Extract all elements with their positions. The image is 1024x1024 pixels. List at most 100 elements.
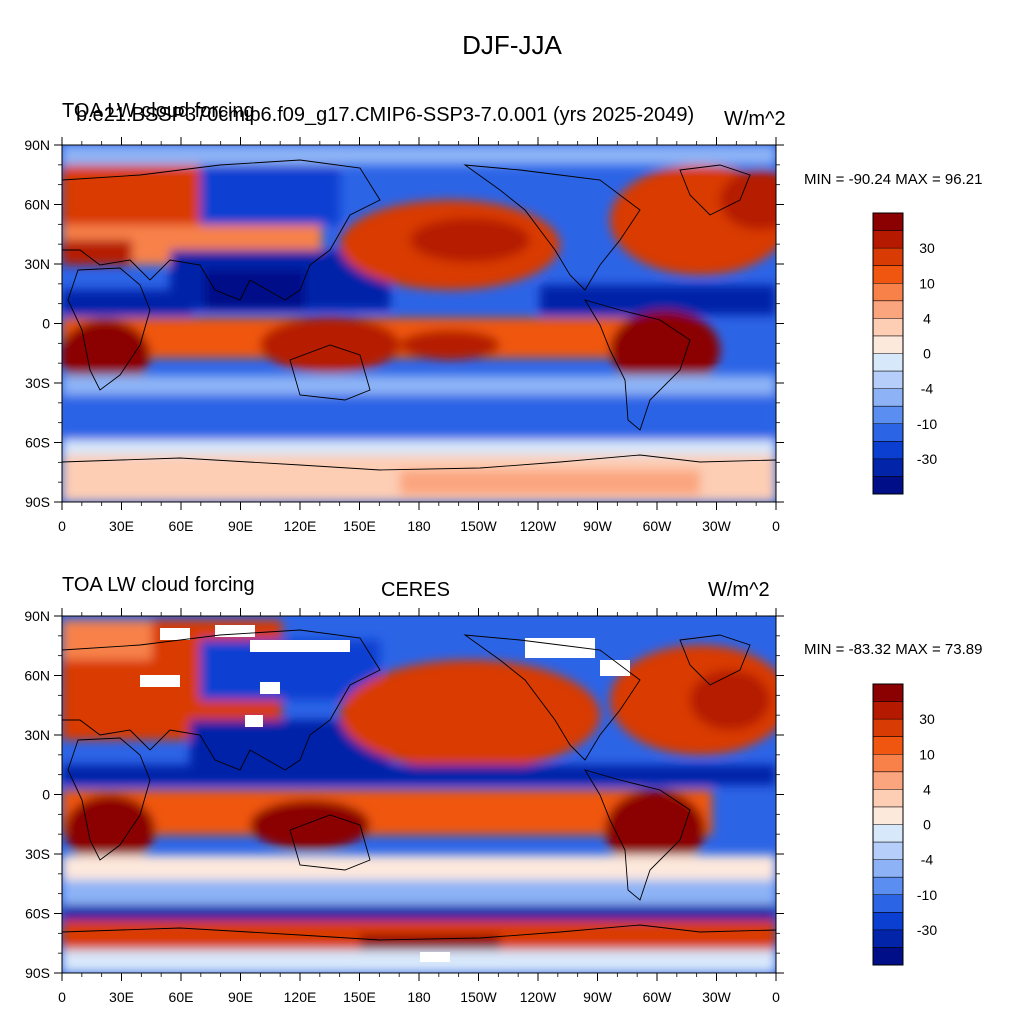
panel1-lat-label: 90N — [24, 137, 50, 153]
panel2-lon-label: 30E — [109, 989, 134, 1005]
panel2-map — [61, 615, 777, 974]
colorbar-label: 10 — [919, 746, 935, 762]
colorbar-swatch — [873, 335, 903, 354]
panel1-lon-label: 30E — [109, 518, 134, 534]
panel2-lon-label: 120E — [284, 989, 317, 1005]
colorbar-swatch — [873, 877, 903, 896]
colorbar-swatch — [873, 441, 903, 460]
colorbar-swatch — [873, 736, 903, 755]
colorbar-label: 10 — [919, 275, 935, 291]
colorbar-label: 4 — [923, 310, 931, 326]
colorbar-label: 0 — [923, 346, 931, 362]
panel1-lon-label: 0 — [58, 518, 66, 534]
panel1-lat-label: 60N — [24, 197, 50, 213]
colorbar-label: -10 — [917, 887, 937, 903]
panel2-minmax: MIN = -83.32 MAX = 73.89 — [804, 641, 983, 658]
colorbar-label: -4 — [921, 381, 934, 397]
panel1-colorbar: 30 10 4 0 -4 -10 -30 — [872, 212, 937, 495]
panel1-lat-label: 60S — [25, 435, 50, 451]
colorbar-label: 30 — [919, 711, 935, 727]
colorbar-swatch — [873, 458, 903, 477]
colorbar-swatch — [873, 318, 903, 337]
panel2-lon-label: 30W — [702, 989, 732, 1005]
colorbar-swatch — [873, 476, 903, 495]
panel2-title-right: W/m^2 — [708, 579, 770, 601]
panel2-lon-label: 180 — [407, 989, 431, 1005]
panel1-lat-label: 30N — [24, 256, 50, 272]
panel1-lon-label: 150W — [460, 518, 497, 534]
colorbar-swatch — [873, 353, 903, 372]
panel1-lon-label: 150E — [343, 518, 376, 534]
panel1-lat-label: 0 — [42, 316, 50, 332]
panel2-lon-label: 150E — [343, 989, 376, 1005]
panel2-lon-label: 60W — [643, 989, 673, 1005]
colorbar-label: 30 — [919, 240, 935, 256]
colorbar-swatch — [873, 230, 903, 249]
colorbar-swatch — [873, 388, 903, 407]
panel1-lat-label: 90S — [25, 494, 50, 510]
colorbar-label: 0 — [923, 817, 931, 833]
panel1-title-center: b.e21.BSSP370cmip6.f09_g17.CMIP6-SSP3-7.… — [76, 104, 695, 126]
panel2-lat-label: 90S — [25, 965, 50, 981]
panel2-lat-label: 90N — [24, 608, 50, 624]
panel2-lon-label: 0 — [772, 989, 780, 1005]
colorbar-swatch — [873, 929, 903, 948]
panel1-title-left: TOA LW cloud forcing — [62, 100, 255, 122]
panel2-lon-label: 150W — [460, 989, 497, 1005]
colorbar-swatch — [873, 842, 903, 860]
panel1-lon-label: 120E — [284, 518, 317, 534]
figure-title: DJF-JJA — [462, 30, 562, 60]
colorbar-swatch — [873, 701, 903, 720]
colorbar-swatch — [873, 754, 903, 773]
colorbar-label: -10 — [917, 416, 937, 432]
panel2-lon-label: 90E — [228, 989, 253, 1005]
colorbar-swatch — [873, 265, 903, 284]
panel2-lon-label: 90W — [583, 989, 613, 1005]
colorbar-swatch — [873, 248, 903, 266]
panel1-map — [61, 144, 777, 503]
panel2-lat-label: 0 — [42, 787, 50, 803]
panel2-lon-label: 60E — [169, 989, 194, 1005]
panel2-lat-label: 30S — [25, 846, 50, 862]
panel1-lon-label: 0 — [772, 518, 780, 534]
colorbar-swatch — [873, 912, 903, 931]
panel2-title-center: CERES — [381, 579, 450, 601]
panel1-lon-label: 90E — [228, 518, 253, 534]
panel1-lon-label: 90W — [583, 518, 613, 534]
colorbar-swatch — [873, 719, 903, 737]
panel2-title-left: TOA LW cloud forcing — [62, 574, 255, 596]
panel1-lat-label: 30S — [25, 375, 50, 391]
colorbar-swatch — [873, 859, 903, 878]
colorbar-swatch — [873, 283, 903, 302]
colorbar-swatch — [873, 371, 903, 389]
colorbar-label: -30 — [917, 922, 937, 938]
colorbar-swatch — [873, 894, 903, 913]
panel2-lat-label: 60S — [25, 906, 50, 922]
panel1-title-right: W/m^2 — [724, 108, 786, 130]
panel2-lon-label: 0 — [58, 989, 66, 1005]
colorbar-swatch — [873, 406, 903, 425]
panel2-lat-label: 60N — [24, 668, 50, 684]
colorbar-swatch — [873, 771, 903, 790]
panel2-lon-label: 120W — [520, 989, 557, 1005]
panel1-lon-label: 180 — [407, 518, 431, 534]
panel1-lon-label: 60W — [643, 518, 673, 534]
panel1-lon-label: 30W — [702, 518, 732, 534]
colorbar-swatch — [873, 824, 903, 843]
colorbar-swatch — [873, 300, 903, 319]
colorbar-swatch — [873, 213, 903, 231]
colorbar-label: 4 — [923, 781, 931, 797]
panel2-lat-label: 30N — [24, 727, 50, 743]
colorbar-swatch — [873, 806, 903, 825]
colorbar-swatch — [873, 684, 903, 702]
colorbar-swatch — [873, 789, 903, 808]
colorbar-label: -4 — [921, 852, 934, 868]
panel1-lon-label: 120W — [520, 518, 557, 534]
panel1-minmax: MIN = -90.24 MAX = 96.21 — [804, 171, 983, 188]
colorbar-label: -30 — [917, 451, 937, 467]
colorbar-swatch — [873, 423, 903, 442]
colorbar-swatch — [873, 947, 903, 966]
panel2-colorbar: 30 10 4 0 -4 -10 -30 — [872, 683, 937, 966]
panel1-lon-label: 60E — [169, 518, 194, 534]
